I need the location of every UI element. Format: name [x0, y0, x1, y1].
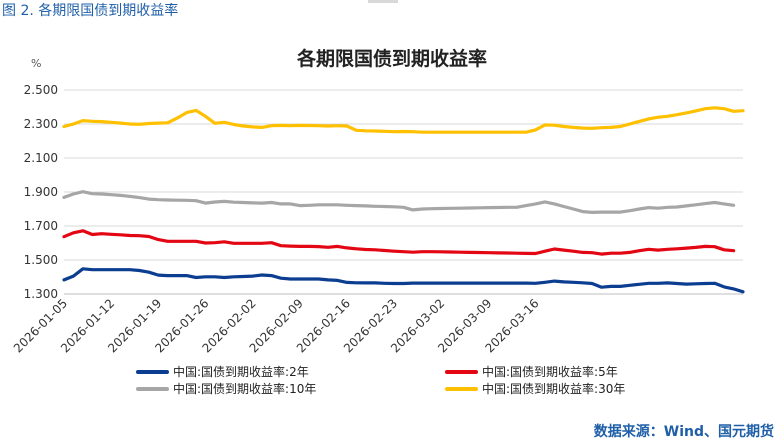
y-tick-label: 2.500: [24, 83, 58, 97]
legend-item-2y: 中国:国债到期收益率:2年: [136, 363, 309, 380]
y-tick-label: 1.300: [24, 287, 58, 301]
legend-item-30y: 中国:国债到期收益率:30年: [445, 380, 625, 397]
series-line-3: [62, 106, 745, 134]
y-tick-label: 1.500: [24, 253, 58, 267]
chart-title: 各期限国债到期收益率: [296, 48, 487, 70]
legend-swatch-2y: [136, 369, 169, 374]
y-tick-label: 1.700: [24, 219, 58, 233]
legend-item-5y: 中国:国债到期收益率:5年: [445, 363, 618, 380]
top-scroll-marker: [368, 0, 398, 3]
legend-item-10y: 中国:国债到期收益率:10年: [136, 380, 316, 397]
y-tick-label: 1.900: [24, 185, 58, 199]
legend-swatch-5y: [445, 369, 478, 374]
y-axis-unit-label: %: [31, 57, 42, 70]
legend-label-30y: 中国:国债到期收益率:30年: [482, 382, 626, 396]
figure-caption: 图 2. 各期限国债到期收益率: [2, 3, 179, 19]
legend-label-5y: 中国:国债到期收益率:5年: [482, 365, 618, 379]
y-tick-label: 2.300: [24, 117, 58, 131]
legend-swatch-10y: [136, 386, 169, 391]
y-tick-label: 2.100: [24, 151, 58, 165]
series-line-2: [62, 190, 736, 214]
legend-label-10y: 中国:国债到期收益率:10年: [173, 382, 317, 396]
legend-label-2y: 中国:国债到期收益率:2年: [173, 365, 309, 379]
series-line-1: [62, 229, 736, 256]
legend-swatch-30y: [445, 386, 478, 391]
data-source-note: 数据来源：Wind、国元期货: [593, 424, 774, 440]
series-line-0: [62, 267, 745, 294]
